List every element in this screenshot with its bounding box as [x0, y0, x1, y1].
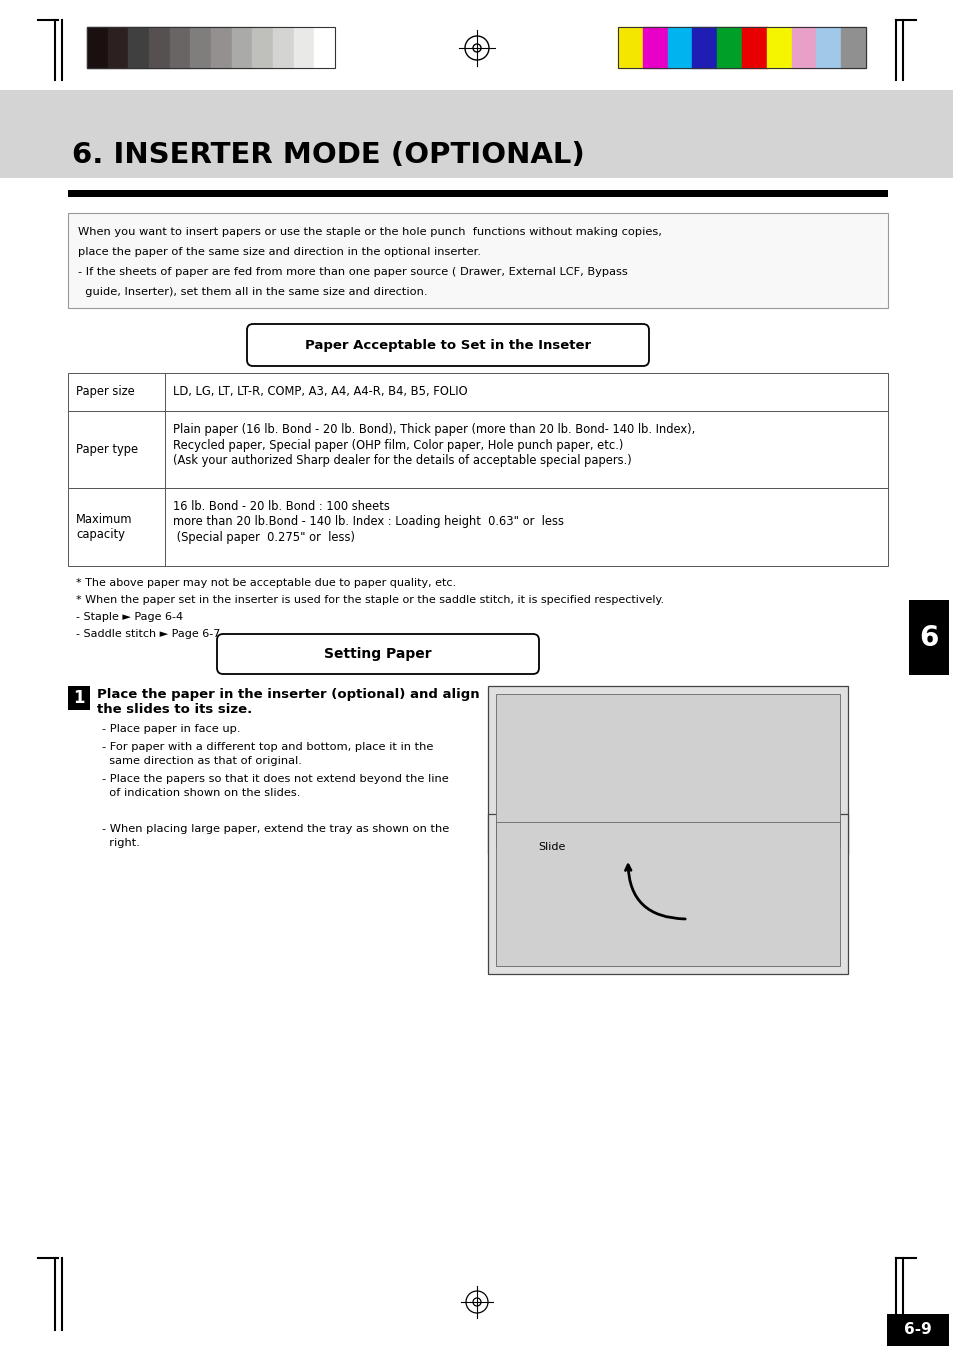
Text: LD, LG, LT, LT-R, COMP, A3, A4, A4-R, B4, B5, FOLIO: LD, LG, LT, LT-R, COMP, A3, A4, A4-R, B4…: [172, 385, 467, 399]
Text: - If the sheets of paper are fed from more than one paper source ( Drawer, Exter: - If the sheets of paper are fed from mo…: [78, 267, 627, 277]
Bar: [618, 27, 642, 68]
Bar: [191, 27, 211, 68]
Bar: [766, 27, 791, 68]
Text: 1: 1: [73, 689, 85, 707]
Bar: [170, 27, 191, 68]
Bar: [68, 411, 887, 488]
Bar: [667, 27, 692, 68]
Text: 16 lb. Bond - 20 lb. Bond : 100 sheets: 16 lb. Bond - 20 lb. Bond : 100 sheets: [172, 500, 390, 513]
Text: - Saddle stitch ► Page 6-7: - Saddle stitch ► Page 6-7: [76, 630, 220, 639]
Bar: [68, 488, 887, 566]
Bar: [741, 27, 766, 68]
Bar: [692, 27, 717, 68]
Bar: [791, 27, 816, 68]
Bar: [87, 27, 108, 68]
Bar: [68, 686, 90, 711]
Text: 6-9: 6-9: [903, 1323, 931, 1337]
Text: 6. INSERTER MODE (OPTIONAL): 6. INSERTER MODE (OPTIONAL): [71, 141, 584, 169]
Text: - When placing large paper, extend the tray as shown on the: - When placing large paper, extend the t…: [102, 824, 449, 834]
Text: of indication shown on the slides.: of indication shown on the slides.: [102, 788, 300, 798]
Text: * When the paper set in the inserter is used for the staple or the saddle stitch: * When the paper set in the inserter is …: [76, 594, 663, 605]
Bar: [0, 91, 953, 178]
Bar: [232, 27, 253, 68]
Bar: [816, 27, 841, 68]
Text: When you want to insert papers or use the staple or the hole punch  functions wi: When you want to insert papers or use th…: [78, 227, 661, 236]
Bar: [149, 27, 170, 68]
FancyBboxPatch shape: [247, 324, 648, 366]
Text: (Special paper  0.275" or  less): (Special paper 0.275" or less): [172, 531, 355, 544]
Bar: [253, 27, 273, 68]
Text: (Ask your authorized Sharp dealer for the details of acceptable special papers.): (Ask your authorized Sharp dealer for th…: [172, 454, 631, 467]
Bar: [314, 27, 335, 68]
Text: - Place paper in face up.: - Place paper in face up.: [102, 724, 240, 734]
Text: - Staple ► Page 6-4: - Staple ► Page 6-4: [76, 612, 183, 621]
Text: Plain paper (16 lb. Bond - 20 lb. Bond), Thick paper (more than 20 lb. Bond- 140: Plain paper (16 lb. Bond - 20 lb. Bond),…: [172, 423, 695, 436]
Text: the slides to its size.: the slides to its size.: [97, 703, 252, 716]
Bar: [642, 27, 667, 68]
Bar: [886, 1315, 948, 1346]
Bar: [618, 27, 865, 68]
Text: more than 20 lb.Bond - 140 lb. Index : Loading height  0.63" or  less: more than 20 lb.Bond - 140 lb. Index : L…: [172, 516, 563, 528]
Bar: [908, 600, 948, 676]
Text: Recycled paper, Special paper (OHP film, Color paper, Hole punch paper, etc.): Recycled paper, Special paper (OHP film,…: [172, 439, 622, 451]
Text: - Place the papers so that it does not extend beyond the line: - Place the papers so that it does not e…: [102, 774, 448, 784]
Bar: [68, 373, 887, 411]
Bar: [108, 27, 129, 68]
Bar: [273, 27, 294, 68]
Bar: [488, 686, 847, 854]
Text: same direction as that of original.: same direction as that of original.: [102, 757, 301, 766]
Text: - For paper with a different top and bottom, place it in the: - For paper with a different top and bot…: [102, 742, 433, 753]
Bar: [488, 815, 847, 974]
FancyBboxPatch shape: [216, 634, 538, 674]
Bar: [717, 27, 741, 68]
Text: Place the paper in the inserter (optional) and align: Place the paper in the inserter (optiona…: [97, 688, 479, 701]
Text: right.: right.: [102, 838, 140, 848]
Text: place the paper of the same size and direction in the optional inserter.: place the paper of the same size and dir…: [78, 247, 480, 257]
Bar: [496, 694, 840, 846]
Text: Maximum
capacity: Maximum capacity: [76, 513, 132, 540]
Bar: [68, 190, 887, 197]
Bar: [68, 213, 887, 308]
Text: Paper Acceptable to Set in the Inseter: Paper Acceptable to Set in the Inseter: [305, 339, 591, 351]
Bar: [841, 27, 865, 68]
Text: 6: 6: [919, 624, 938, 651]
Text: Slide: Slide: [537, 842, 565, 852]
Text: Setting Paper: Setting Paper: [324, 647, 432, 661]
Bar: [496, 821, 840, 966]
Bar: [129, 27, 149, 68]
Text: guide, Inserter), set them all in the same size and direction.: guide, Inserter), set them all in the sa…: [78, 286, 427, 297]
Text: Paper size: Paper size: [76, 385, 134, 399]
Text: * The above paper may not be acceptable due to paper quality, etc.: * The above paper may not be acceptable …: [76, 578, 456, 588]
Text: Paper type: Paper type: [76, 443, 138, 457]
Bar: [211, 27, 232, 68]
Bar: [294, 27, 314, 68]
Bar: [87, 27, 335, 68]
